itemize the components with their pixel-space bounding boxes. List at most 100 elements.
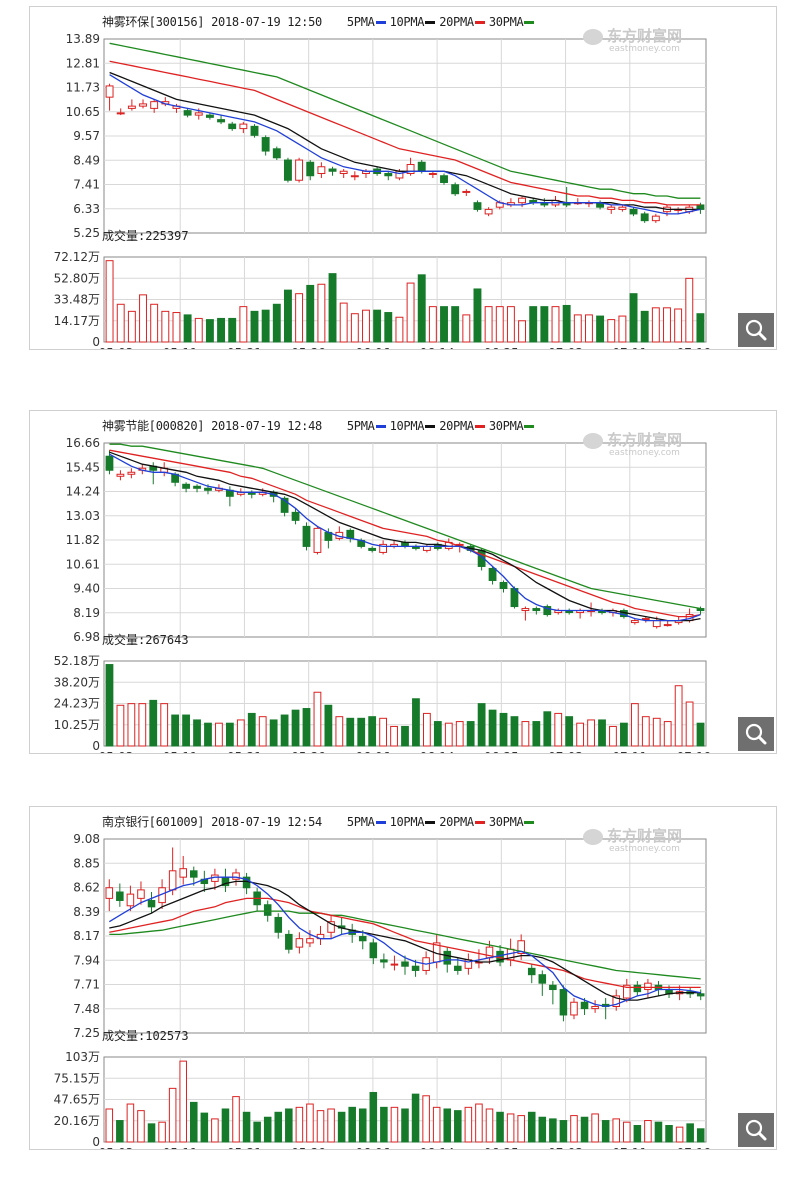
- volume-bar: [685, 701, 694, 747]
- volume-bar: [475, 1103, 483, 1143]
- price-tick-label: 5.25: [73, 226, 100, 240]
- candle-body: [346, 529, 355, 539]
- volume-bar: [401, 1108, 409, 1143]
- volume-bar: [291, 709, 300, 747]
- candle-body: [527, 967, 536, 976]
- volume-bar: [171, 714, 180, 747]
- volume-bar: [432, 1106, 441, 1143]
- volume-bar: [559, 1120, 568, 1143]
- volume-bar: [373, 309, 382, 343]
- volume-bar: [379, 717, 388, 747]
- eastmoney-logo-icon: [583, 828, 603, 845]
- candle-body: [204, 487, 212, 491]
- volume-bar: [640, 310, 649, 343]
- volume-bar: [182, 714, 190, 747]
- volume-bar: [580, 1116, 589, 1143]
- candle-body: [580, 1001, 589, 1010]
- stock-title: 神雾节能[000820] 2018-07-19 12:48: [102, 419, 322, 433]
- ma20-swatch: [474, 425, 485, 428]
- volume-bar: [160, 703, 169, 747]
- ma20-label: 20PMA: [439, 15, 474, 29]
- volume-tick-label: 20.16万: [54, 1114, 100, 1128]
- price-tick-label: 8.62: [73, 881, 100, 895]
- volume-bar: [283, 289, 292, 343]
- volume-bar: [484, 306, 493, 343]
- volume-bar: [211, 1118, 219, 1143]
- ma5-swatch: [375, 21, 386, 24]
- date-tick-label: 07-11: [612, 346, 647, 349]
- volume-bar: [422, 1095, 430, 1143]
- candle-body: [116, 891, 124, 901]
- volume-bar: [451, 306, 460, 343]
- candle-body: [306, 938, 314, 944]
- zoom-button[interactable]: [738, 313, 774, 347]
- candle-body: [147, 899, 156, 908]
- candle-body: [696, 608, 705, 612]
- volume-bar: [406, 282, 415, 343]
- volume-bar: [368, 716, 377, 747]
- ma20-swatch: [474, 21, 485, 24]
- price-tick-label: 7.25: [73, 1026, 100, 1040]
- volume-bar: [225, 722, 234, 747]
- volume-bar: [685, 277, 694, 343]
- date-tick-label: 05-03: [99, 1146, 134, 1149]
- ma30-line: [109, 910, 701, 980]
- volume-bar: [485, 1108, 494, 1143]
- candle-body: [295, 159, 304, 181]
- volume-bar: [591, 1113, 599, 1143]
- volume-tick-label: 0: [92, 335, 100, 349]
- date-tick-label: 06-06: [355, 346, 390, 349]
- zoom-button[interactable]: [738, 1113, 774, 1147]
- candle-body: [379, 543, 388, 553]
- volume-bar: [612, 1118, 621, 1143]
- volume-bar: [551, 306, 560, 343]
- candle-body: [194, 112, 203, 116]
- volume-title: 成交量:225397: [102, 229, 189, 243]
- volume-bar: [221, 1108, 230, 1143]
- volume-bar: [285, 1108, 293, 1143]
- volume-bar: [444, 722, 453, 747]
- ma5-label: 5PMA: [346, 815, 375, 829]
- date-tick-label: 05-11: [163, 1146, 198, 1149]
- volume-bar: [540, 306, 549, 343]
- candle-body: [193, 485, 201, 489]
- volume-bar: [584, 314, 593, 343]
- candle-body: [549, 984, 557, 991]
- volume-tick-label: 103万: [65, 1050, 100, 1064]
- eastmoney-logo-icon: [583, 432, 603, 449]
- candle-body: [696, 204, 705, 210]
- ma30-swatch: [524, 425, 535, 428]
- date-tick-label: 07-19: [677, 1146, 712, 1149]
- volume-bar: [313, 691, 322, 747]
- price-tick-label: 11.73: [66, 81, 100, 95]
- zoom-button[interactable]: [738, 717, 774, 751]
- date-tick-label: 06-14: [420, 750, 455, 753]
- candle-body: [139, 103, 147, 107]
- price-tick-label: 8.49: [73, 153, 100, 167]
- date-tick-label: 05-11: [163, 750, 198, 753]
- price-tick-label: 8.39: [73, 905, 100, 919]
- volume-bar: [644, 1120, 652, 1143]
- candle-body: [612, 995, 621, 1007]
- price-tick-label: 16.66: [66, 436, 100, 450]
- price-tick-label: 12.81: [66, 56, 100, 70]
- volume-bar: [549, 1118, 557, 1143]
- candle-body: [591, 1005, 599, 1010]
- volume-tick-label: 38.20万: [54, 675, 100, 689]
- volume-bar: [116, 303, 125, 343]
- volume-bar: [172, 312, 181, 343]
- volume-tick-label: 24.23万: [54, 697, 100, 711]
- volume-bar: [324, 704, 333, 747]
- price-tick-label: 6.98: [73, 630, 100, 644]
- volume-bar: [506, 1113, 515, 1143]
- volume-bar: [205, 319, 214, 343]
- ma30-line: [109, 443, 701, 610]
- volume-bar: [663, 721, 672, 747]
- ma10-swatch: [425, 21, 436, 24]
- ma5-line: [109, 74, 701, 215]
- volume-bar: [573, 314, 582, 343]
- candle-body: [451, 184, 460, 195]
- candle-body: [607, 206, 616, 210]
- volume-bar: [116, 1120, 124, 1143]
- ma30-swatch: [524, 21, 535, 24]
